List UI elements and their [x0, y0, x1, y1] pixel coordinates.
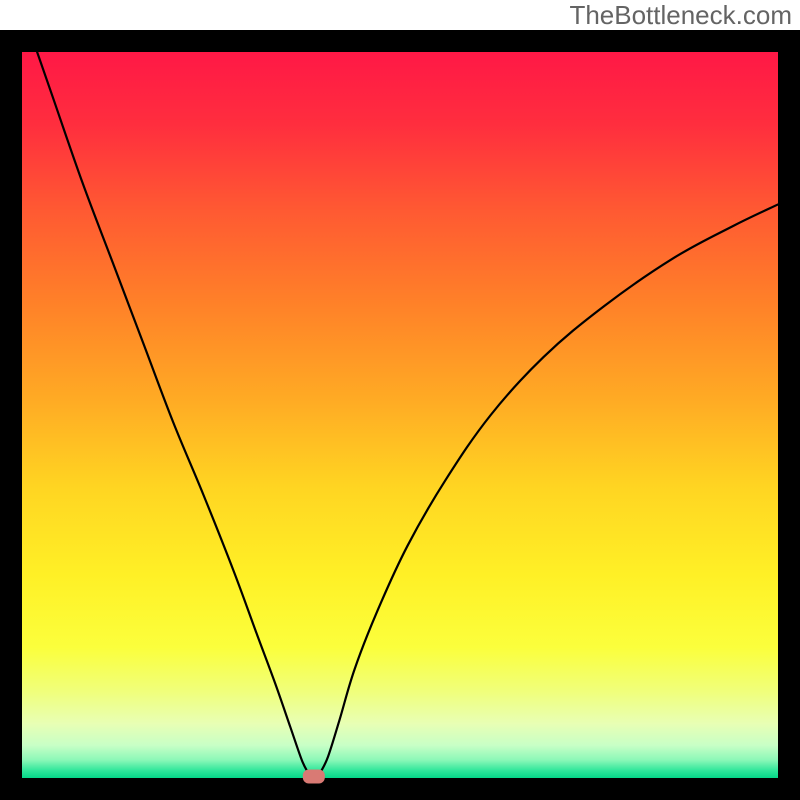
optimal-point-marker — [303, 770, 325, 784]
chart-background-gradient — [22, 52, 778, 778]
bottleneck-chart — [0, 0, 800, 800]
